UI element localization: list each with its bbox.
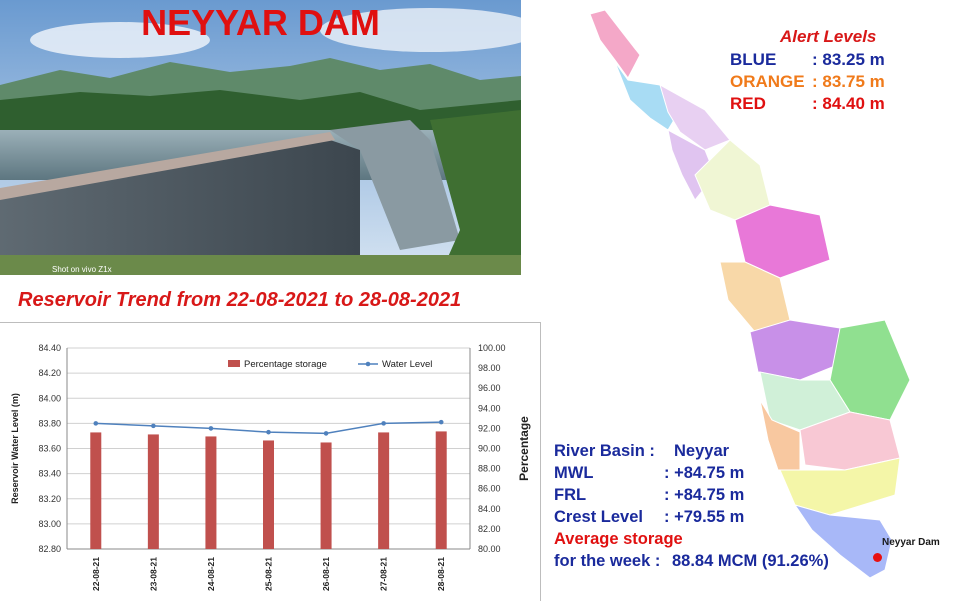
x-tick-label: 24-08-21 [206, 557, 216, 591]
y-right-axis-label: Percentage [517, 416, 531, 481]
river-basin-label: River Basin : [554, 442, 655, 460]
map-district-thiruvananthapuram [793, 504, 893, 579]
x-tick-label: 25-08-21 [264, 557, 274, 591]
photo-title: NEYYAR DAM [141, 2, 380, 43]
water-level-point-26-08-21 [323, 431, 329, 436]
average-storage-label: Average storage [554, 530, 683, 548]
y-right-tick-label: 86.00 [478, 484, 501, 494]
alert-orange-value: : 83.75 m [812, 72, 885, 91]
y-right-tick-label: 82.00 [478, 524, 501, 534]
y-tick-label: 83.40 [38, 469, 61, 479]
dam-location-label: Neyyar Dam [882, 537, 940, 548]
y-right-tick-label: 100.00 [478, 343, 506, 353]
y-right-tick-label: 94.00 [478, 403, 501, 413]
photo-watermark: Shot on vivo Z1x [52, 265, 112, 274]
y-tick-label: 83.20 [38, 494, 61, 504]
y-right-tick-label: 96.00 [478, 383, 501, 393]
crest-level-value: : +79.55 m [664, 508, 745, 526]
y-right-tick-label: 92.00 [478, 423, 501, 433]
alert-red-value: : 84.40 m [812, 94, 885, 113]
frl-value: : +84.75 m [664, 486, 745, 504]
x-tick-label: 26-08-21 [321, 557, 331, 591]
y-right-tick-label: 84.00 [478, 504, 501, 514]
alert-blue-value: : 83.25 m [812, 50, 885, 69]
water-level-point-22-08-21 [93, 421, 99, 426]
average-week-label: for the week : [554, 552, 661, 570]
x-tick-label: 23-08-21 [148, 557, 158, 591]
legend-line-label: Water Level [382, 359, 432, 370]
bar-26-08-21 [320, 442, 332, 549]
dam-location-marker [873, 553, 882, 562]
kerala-map [589, 10, 911, 579]
legend-line-marker [365, 361, 371, 367]
map-district-kasaragod [589, 10, 641, 79]
alert-red-label: RED [730, 94, 766, 113]
average-week-value: 88.84 MCM (91.26%) [672, 552, 829, 570]
reservoir-chart: 82.80 83.00 83.20 83.40 83.60 83.80 84.00 84.20… [10, 343, 531, 591]
bar-27-08-21 [378, 432, 390, 549]
water-level-point-25-08-21 [266, 429, 271, 435]
y-tick-label: 84.00 [38, 393, 61, 403]
crest-level-label: Crest Level [554, 508, 643, 526]
y-right-tick-label: 98.00 [478, 363, 501, 373]
legend-bar-label: Percentage storage [244, 359, 327, 370]
y-right-tick-label: 88.00 [478, 464, 501, 474]
y-tick-label: 84.20 [38, 368, 61, 378]
water-level-point-23-08-21 [151, 423, 156, 429]
bar-24-08-21 [205, 436, 217, 549]
bar-28-08-21 [435, 431, 447, 549]
legend-bar-swatch [228, 360, 240, 367]
y-tick-label: 82.80 [38, 544, 61, 554]
y-right-tick-label: 80.00 [478, 544, 501, 554]
alert-levels-title: Alert Levels [780, 27, 877, 46]
mwl-label: MWL [554, 464, 594, 482]
water-level-point-27-08-21 [381, 421, 386, 426]
bar-23-08-21 [147, 434, 159, 549]
chart-container: 82.80 83.00 83.20 83.40 83.60 83.80 84.00 84.20… [0, 322, 541, 601]
water-level-point-24-08-21 [208, 426, 214, 431]
y-tick-label: 83.80 [38, 418, 61, 428]
x-tick-label: 27-08-21 [379, 557, 389, 591]
water-level-point-28-08-21 [438, 419, 444, 425]
x-tick-label: 28-08-21 [436, 557, 446, 591]
y-tick-label: 83.60 [38, 444, 61, 454]
bar-22-08-21 [90, 432, 102, 549]
frl-label: FRL [554, 486, 587, 504]
bar-25-08-21 [263, 440, 274, 549]
y-right-tick-label: 90.00 [478, 444, 501, 454]
mwl-value: : +84.75 m [664, 464, 745, 482]
alert-blue-label: BLUE [730, 50, 777, 69]
y-axis-label: Reservoir Water Level (m) [10, 393, 20, 504]
y-tick-label: 84.40 [38, 343, 61, 353]
dam-photo: Shot on vivo Z1x [0, 0, 521, 275]
river-basin-value: Neyyar [674, 442, 730, 460]
alert-orange-label: ORANGE [730, 72, 805, 91]
x-tick-label: 22-08-21 [91, 557, 101, 591]
trend-title: Reservoir Trend from 22-08-2021 to 28-08… [18, 289, 462, 311]
y-tick-label: 83.00 [38, 519, 61, 529]
